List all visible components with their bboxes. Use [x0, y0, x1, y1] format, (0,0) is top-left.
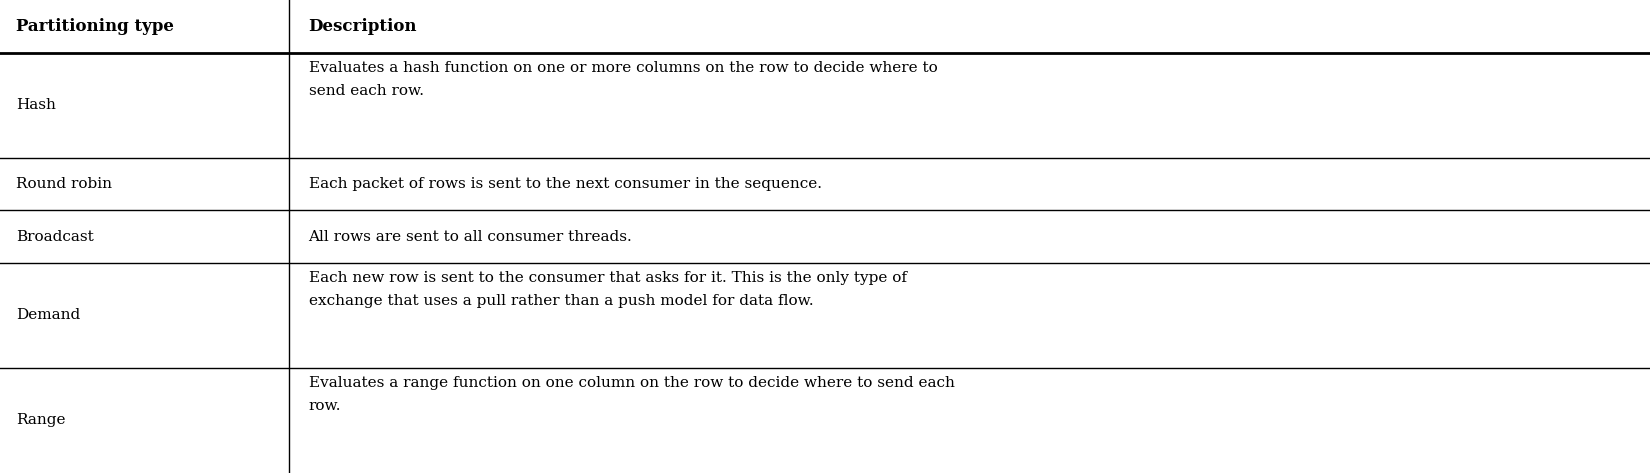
Text: Demand: Demand [16, 308, 81, 322]
Text: Evaluates a range function on one column on the row to decide where to send each: Evaluates a range function on one column… [309, 377, 954, 413]
Text: Hash: Hash [16, 98, 56, 112]
Text: All rows are sent to all consumer threads.: All rows are sent to all consumer thread… [309, 229, 632, 244]
Text: Broadcast: Broadcast [16, 229, 94, 244]
Text: Round robin: Round robin [16, 177, 112, 191]
Text: Each new row is sent to the consumer that asks for it. This is the only type of
: Each new row is sent to the consumer tha… [309, 272, 906, 308]
Text: Description: Description [309, 18, 417, 35]
Text: Range: Range [16, 413, 66, 428]
Text: Partitioning type: Partitioning type [16, 18, 175, 35]
Text: Each packet of rows is sent to the next consumer in the sequence.: Each packet of rows is sent to the next … [309, 177, 822, 191]
Text: Evaluates a hash function on one or more columns on the row to decide where to
s: Evaluates a hash function on one or more… [309, 61, 937, 98]
